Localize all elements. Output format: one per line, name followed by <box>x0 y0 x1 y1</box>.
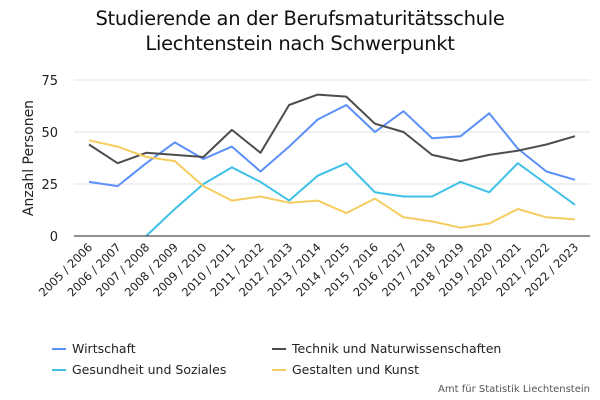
legend-item-gestalten: Gestalten und Kunst <box>272 362 419 377</box>
series-line-wirtschaft <box>88 104 576 188</box>
legend-swatch-wirtschaft <box>52 347 66 350</box>
series-line-gesundheit <box>145 162 576 237</box>
y-tick-label: 25 <box>41 178 58 193</box>
legend-swatch-gesundheit <box>52 368 66 371</box>
series-line-technik <box>88 93 576 165</box>
series-lines <box>88 93 576 237</box>
chart-title-line-2: Liechtenstein nach Schwerpunkt <box>145 32 455 55</box>
y-tick-label: 50 <box>41 126 58 141</box>
series-line-gestalten <box>88 139 576 229</box>
legend-item-wirtschaft: Wirtschaft <box>52 341 136 356</box>
y-axis-ticks: 0 25 50 75 <box>41 74 58 245</box>
legend-swatch-gestalten <box>272 368 286 371</box>
source-note: Amt für Statistik Liechtenstein <box>438 384 590 395</box>
legend-label: Technik und Naturwissenschaften <box>292 341 502 356</box>
y-axis-label: Anzahl Personen <box>21 100 37 216</box>
legend-label: Gestalten und Kunst <box>292 362 419 377</box>
legend-item-technik: Technik und Naturwissenschaften <box>272 341 501 356</box>
chart-title: Studierende an der Berufsmaturitätsschul… <box>0 6 600 56</box>
y-tick-label: 0 <box>50 230 58 245</box>
legend-label: Wirtschaft <box>72 341 136 356</box>
legend-item-gesundheit: Gesundheit und Soziales <box>52 362 226 377</box>
legend-swatch-technik <box>272 347 286 350</box>
chart-title-line-1: Studierende an der Berufsmaturitätsschul… <box>95 7 505 30</box>
legend-label: Gesundheit und Soziales <box>72 362 227 377</box>
y-tick-label: 75 <box>41 74 58 89</box>
